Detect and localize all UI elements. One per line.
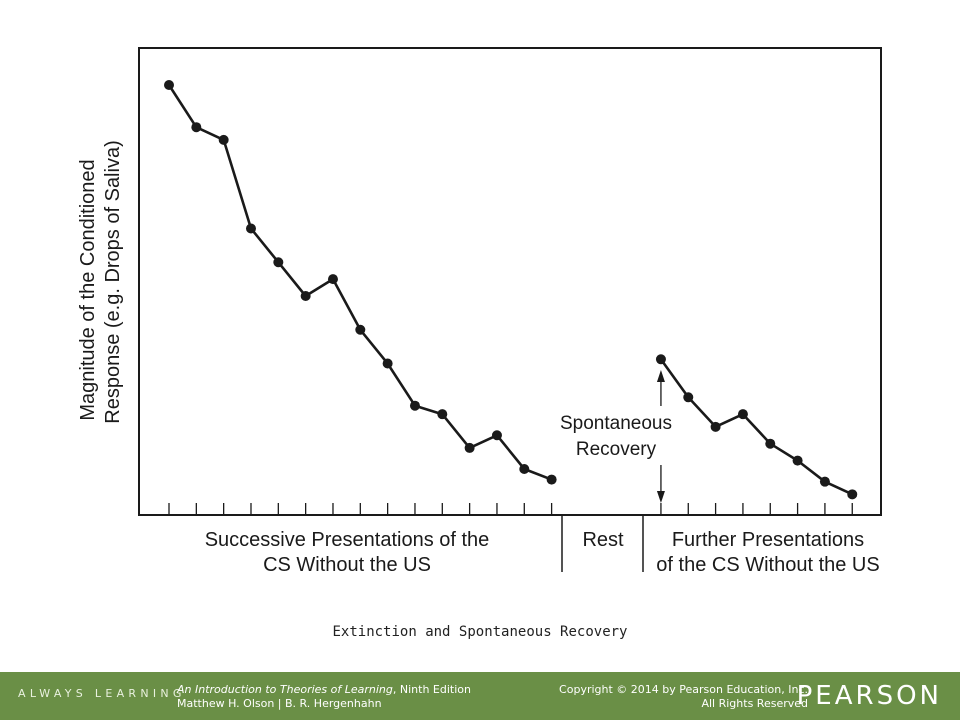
footer-book-edition: , Ninth Edition xyxy=(392,683,471,696)
data-point-s2-7 xyxy=(819,476,830,487)
y-axis-label-line1: Magnitude of the Conditioned xyxy=(77,159,99,420)
data-point-s2-2 xyxy=(683,392,694,403)
footer-bar: ALWAYS LEARNING An Introduction to Theor… xyxy=(0,672,960,720)
data-point-s2-4 xyxy=(737,409,748,420)
data-point-s1-15 xyxy=(546,474,557,485)
annotation-label-line2: Recovery xyxy=(576,439,657,460)
footer-rights-line: All Rights Reserved xyxy=(701,697,808,710)
footer-copyright-line: Copyright © 2014 by Pearson Education, I… xyxy=(559,683,808,696)
data-point-s2-5 xyxy=(765,438,776,449)
data-point-s1-5 xyxy=(273,257,284,268)
footer-authors: Matthew H. Olson | B. R. Hergenhahn xyxy=(177,697,382,710)
series-line-1 xyxy=(167,84,553,481)
footer-book-title: An Introduction to Theories of Learning xyxy=(177,683,393,696)
y-axis-label-line2: Response (e.g. Drops of Saliva) xyxy=(102,140,124,423)
segment-label-extinction-line2: CS Without the US xyxy=(263,554,431,576)
series-lines xyxy=(167,84,853,496)
data-point-s1-6 xyxy=(300,291,311,301)
data-point-s1-4 xyxy=(245,223,256,234)
data-point-s2-3 xyxy=(710,421,721,432)
segment-label-further-line1: Further Presentations xyxy=(672,529,864,551)
annotation-arrowhead-down xyxy=(656,491,665,503)
data-point-s1-11 xyxy=(437,409,448,420)
data-point-s2-1 xyxy=(655,354,666,365)
data-point-s1-10 xyxy=(409,400,420,411)
figure-caption: Extinction and Spontaneous Recovery xyxy=(332,624,628,640)
segment-label-further-line2: of the CS Without the US xyxy=(656,554,879,576)
footer-book-info: An Introduction to Theories of Learning,… xyxy=(177,683,471,711)
data-point-s1-14 xyxy=(519,464,530,475)
data-point-s2-6 xyxy=(792,455,803,466)
data-point-s1-7 xyxy=(327,274,338,285)
chart: Magnitude of the Conditioned Response (e… xyxy=(77,47,882,576)
footer-copyright: Copyright © 2014 by Pearson Education, I… xyxy=(559,683,808,711)
data-point-s1-9 xyxy=(382,358,393,369)
x-ticks xyxy=(168,503,853,515)
data-point-s2-8 xyxy=(847,489,858,500)
plot-frame xyxy=(138,47,882,516)
data-point-s1-3 xyxy=(218,134,229,145)
data-point-s1-13 xyxy=(491,430,502,441)
footer-tagline: ALWAYS LEARNING xyxy=(18,687,186,700)
segment-label-extinction-line1: Successive Presentations of the xyxy=(205,529,490,551)
series-line-2 xyxy=(659,358,853,496)
data-point-s1-2 xyxy=(191,122,202,133)
data-point-s1-12 xyxy=(464,442,475,453)
data-points xyxy=(164,80,858,500)
annotation-label-line1: Spontaneous xyxy=(560,413,672,434)
data-point-s1-1 xyxy=(164,80,174,90)
data-point-s1-8 xyxy=(355,324,366,335)
annotation-arrowhead-up xyxy=(656,370,665,382)
segment-label-rest: Rest xyxy=(582,529,624,551)
pearson-logo: PEARSON xyxy=(796,681,942,711)
annotation-arrow xyxy=(656,370,665,503)
